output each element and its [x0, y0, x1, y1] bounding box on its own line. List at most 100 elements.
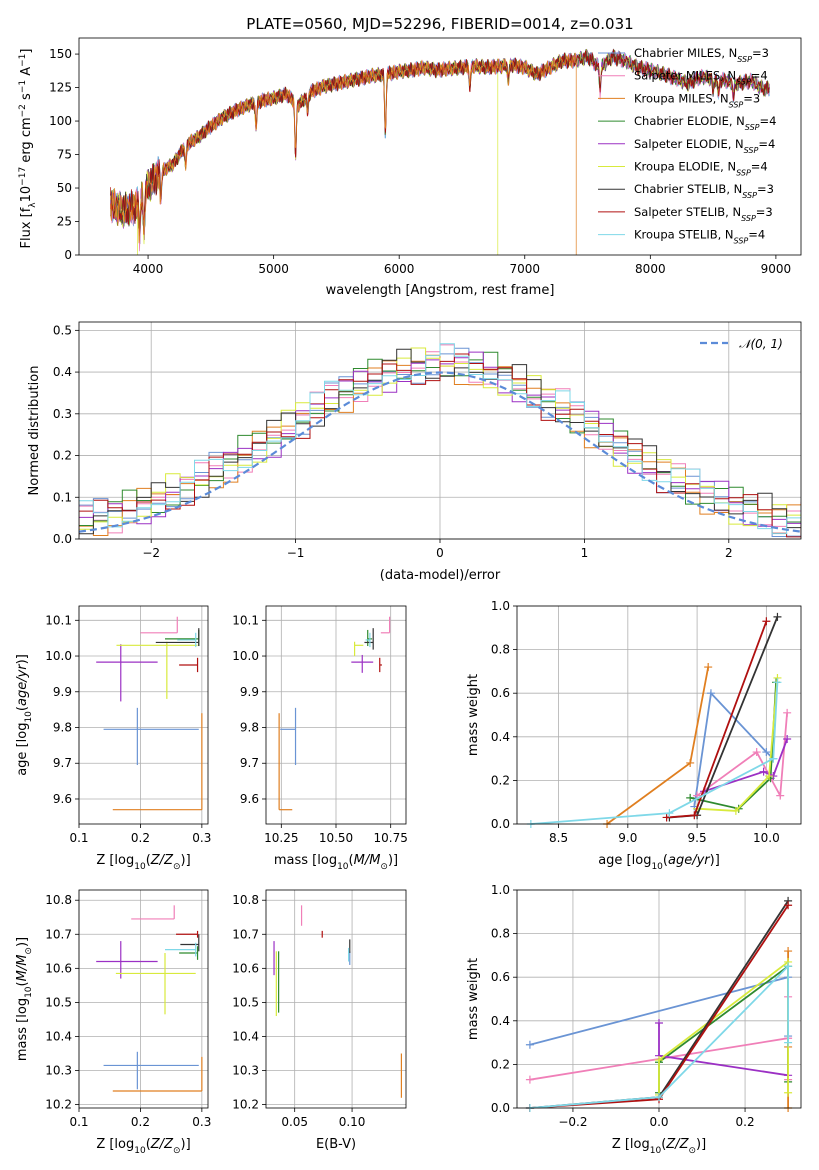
weight-marker [655, 1018, 663, 1027]
weight-marker [690, 811, 699, 820]
weight-marker [762, 748, 771, 757]
y-tick-label: 0.3 [53, 407, 72, 421]
errorbar-point [176, 930, 199, 938]
y-tick-label: 0.2 [491, 773, 510, 787]
axes-frame [265, 889, 407, 1109]
y-tick-label: 10.3 [232, 1064, 259, 1078]
histogram-series [79, 343, 801, 535]
x-tick-label: 9000 [761, 262, 792, 276]
x-tick-label: 8000 [635, 262, 666, 276]
y-tick-label: 9.6 [53, 792, 72, 806]
errorbar-point [96, 941, 158, 979]
x-tick-label: 2 [725, 546, 733, 560]
weight-marker [762, 617, 771, 626]
weight-marker [784, 901, 793, 910]
weight-marker [759, 767, 768, 776]
x-tick-label: −1 [287, 546, 305, 560]
weight-series-line [693, 691, 774, 807]
y-axis-label: mass weight [466, 674, 481, 756]
y-tick-label: 0.0 [491, 817, 510, 831]
y-tick-label: 9.6 [240, 792, 259, 806]
errorbar-point [103, 1051, 199, 1090]
y-tick-label: 9.9 [240, 685, 259, 699]
errorbar-point [103, 707, 199, 766]
x-tick-label: 0 [436, 546, 444, 560]
y-axis-label: age [log10(age/yr)] [15, 654, 34, 776]
weight-marker [769, 754, 778, 763]
y-tick-label: 10.7 [45, 927, 72, 941]
y-tick-label: 10.2 [45, 1098, 72, 1112]
legend: Chabrier MILES, NSSP=3 Salpeter MILES, NS… [598, 46, 776, 245]
errorbar-point [278, 713, 293, 811]
y-tick-label: 9.7 [240, 756, 259, 770]
x-tick-label: 4000 [133, 262, 164, 276]
y-tick-label: 1.0 [491, 599, 510, 613]
spectrum-series-line [110, 52, 577, 255]
spectrum-panel: 4000 5000 6000 7000 8000 9000 0 25 50 75 100 125 150… [18, 37, 802, 298]
weight-marker [665, 809, 674, 818]
y-tick-label: 10.6 [45, 961, 72, 975]
weight-marker [731, 806, 740, 815]
weight-marker [765, 772, 774, 781]
legend-entry: Chabrier ELODIE, NSSP=4 [634, 114, 776, 132]
figure-title: PLATE=0560, MJD=52296, FIBERID=0014, z=0… [246, 15, 633, 33]
errorbar-point [155, 628, 200, 647]
x-tick-label: 0.0 [649, 1115, 668, 1129]
mass-vs-ebv-panel: 0.05 0.10 10.2 10.3 10.4 10.5 10.6 10.7 10.8 E(B-… [232, 889, 407, 1152]
errorbar-point [365, 632, 371, 648]
errorbar-point [116, 641, 198, 699]
y-tick-label: 0.4 [53, 365, 72, 379]
legend-entry: Salpeter ELODIE, NSSP=4 [634, 137, 775, 155]
errorbar-point [380, 616, 391, 634]
y-tick-label: 10.4 [232, 1029, 259, 1043]
axes-frame [78, 321, 802, 540]
weight-marker [686, 793, 695, 802]
weight-series-line [697, 677, 779, 812]
errorbar-point [115, 953, 196, 1015]
y-tick-label: 10.0 [45, 649, 72, 663]
y-tick-label: 0.1 [53, 490, 72, 504]
y-tick-label: 0.2 [491, 1057, 510, 1071]
weight-series-line [530, 682, 779, 825]
normal-curve [78, 371, 802, 533]
y-tick-label: 0.0 [491, 1101, 510, 1115]
y-axis-label: mass [log10(M/M⊙)] [15, 937, 34, 1061]
x-axis-label: Z [log10(Z/Z⊙)] [96, 1137, 190, 1156]
y-tick-label: 10.1 [45, 613, 72, 627]
y-tick-label: 9.8 [53, 721, 72, 735]
axes-frame [78, 37, 802, 256]
errorbar-point [140, 616, 178, 634]
errorbar-point [112, 1056, 203, 1092]
y-tick-label: 50 [57, 181, 72, 195]
weight-series-line [529, 964, 789, 1109]
legend-entry: Chabrier STELIB, NSSP=3 [634, 182, 774, 200]
y-tick-label: 0.4 [491, 730, 510, 744]
x-axis-label: Z [log10(Z/Z⊙)] [612, 1137, 706, 1156]
histogram-series [79, 353, 801, 538]
x-tick-label: 0.2 [131, 831, 150, 845]
x-tick-label: 10.0 [753, 831, 780, 845]
weight-marker [655, 1093, 663, 1102]
weight-marker [773, 612, 782, 621]
errorbar-point [364, 628, 374, 650]
weight-marker [776, 791, 785, 800]
y-tick-label: 0.4 [491, 1014, 510, 1028]
errorbar-point [351, 654, 374, 673]
y-tick-label: 0.2 [53, 449, 72, 463]
x-tick-label: 0.10 [339, 1115, 366, 1129]
weight-marker [662, 813, 671, 822]
weight-marker [752, 748, 761, 757]
y-tick-label: 0.5 [53, 323, 72, 337]
x-tick-label: 0.05 [281, 1115, 308, 1129]
age-vs-mass-panel: 10.25 10.50 10.75 9.6 9.7 9.8 9.9 10.0 10.1 mass … [232, 605, 408, 872]
weight-marker [655, 1056, 663, 1065]
axes-frame [78, 605, 209, 825]
axes-frame [78, 889, 209, 1109]
x-axis-label: Z [log10(Z/Z⊙)] [96, 853, 190, 872]
x-tick-label: 10.75 [374, 831, 408, 845]
y-tick-label: 100 [49, 114, 72, 128]
errorbar-point [379, 657, 382, 673]
x-axis-label: E(B-V) [316, 1137, 356, 1152]
weight-marker [784, 947, 793, 956]
y-axis-label: Flux [fλ10−17 erg cm−2 s−1 A−1] [18, 49, 38, 249]
